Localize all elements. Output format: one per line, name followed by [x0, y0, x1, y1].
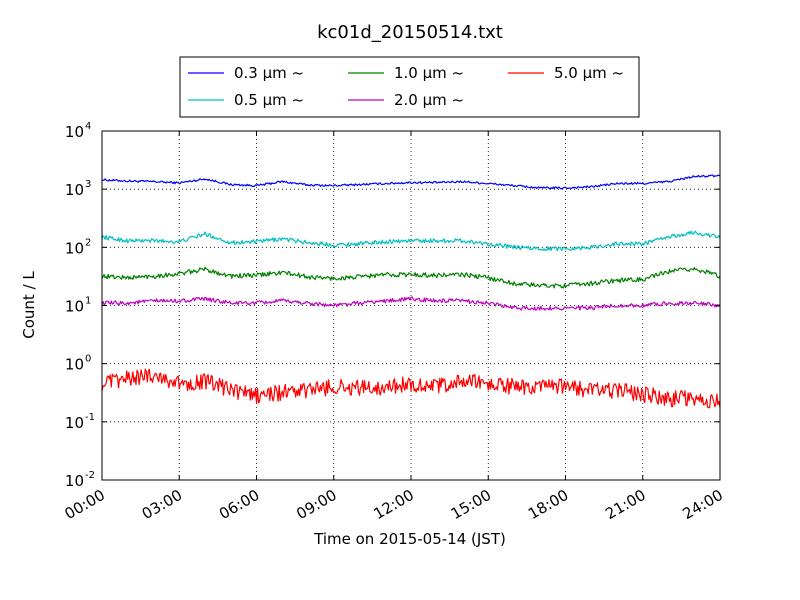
- series-layer: [101, 174, 721, 409]
- legend-label: 0.3 μm ~: [234, 64, 304, 82]
- x-tick-label: 12:00: [371, 486, 417, 523]
- x-tick-label: 06:00: [216, 486, 262, 523]
- y-tick-exponent: 2: [85, 237, 91, 248]
- y-tick-label: 10: [65, 298, 84, 316]
- legend-label: 1.0 μm ~: [394, 64, 464, 82]
- x-axis: 00:00 03:00 06:00 09:00 12:00 15:00 18:00 21:00…: [62, 131, 726, 523]
- legend-label: 0.5 μm ~: [234, 91, 304, 109]
- x-tick-label: 15:00: [448, 486, 494, 523]
- series-line: [101, 174, 721, 190]
- legend-box: [179, 56, 640, 118]
- x-axis-label: Time on 2015-05-14 (JST): [313, 530, 506, 548]
- x-tick-label: 18:00: [525, 486, 571, 523]
- series-line: [101, 230, 721, 252]
- y-tick-label: 10: [65, 181, 84, 199]
- series-line: [101, 368, 721, 409]
- y-tick-exponent: 3: [85, 179, 91, 190]
- x-tick-label: 24:00: [680, 486, 726, 523]
- y-tick-exponent: 4: [85, 121, 91, 132]
- y-tick-label: 10: [65, 356, 84, 374]
- y-tick-exponent: -1: [85, 412, 95, 423]
- y-tick-label: 10: [65, 472, 84, 490]
- x-tick-label: 03:00: [139, 486, 185, 523]
- series-line: [101, 266, 721, 289]
- chart-title: kc01d_20150514.txt: [317, 22, 503, 43]
- grid: [102, 131, 720, 480]
- y-tick-label: 10: [65, 239, 84, 257]
- x-tick-label: 21:00: [602, 486, 648, 523]
- y-tick-exponent: 0: [85, 354, 91, 365]
- x-tick-label: 00:00: [62, 486, 108, 523]
- legend-label: 2.0 μm ~: [394, 91, 464, 109]
- series-line: [101, 296, 721, 311]
- legend: 0.3 μm ~ 0.5 μm ~ 1.0 μm ~ 2.0 μm ~ 5.0 μm ~: [179, 56, 640, 118]
- y-tick-label: 10: [65, 123, 84, 141]
- y-tick-exponent: -2: [85, 470, 95, 481]
- y-tick-exponent: 1: [85, 296, 91, 307]
- x-tick-label: 09:00: [293, 486, 339, 523]
- y-axis-label: Count / L: [20, 271, 38, 339]
- legend-label: 5.0 μm ~: [554, 64, 624, 82]
- y-tick-label: 10: [65, 414, 84, 432]
